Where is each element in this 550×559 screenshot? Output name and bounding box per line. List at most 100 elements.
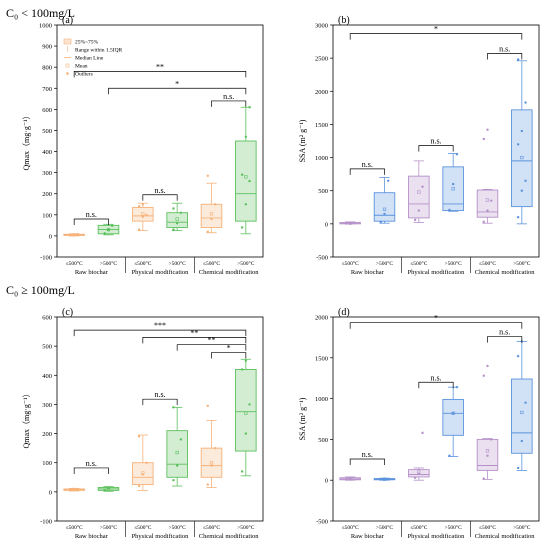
data-point	[520, 129, 524, 133]
data-point	[210, 217, 213, 221]
data-point	[383, 212, 386, 216]
data-point	[141, 473, 145, 476]
group-label: Raw biochar	[351, 533, 385, 540]
box-2	[97, 223, 120, 236]
box-5	[476, 128, 499, 224]
significance-label: *	[434, 25, 438, 34]
data-point	[345, 222, 348, 225]
data-point	[175, 464, 179, 467]
box-iqr	[442, 166, 464, 212]
plot-frame	[56, 316, 264, 522]
bracket-line	[211, 100, 247, 107]
data-point	[486, 128, 489, 131]
mean-marker	[520, 410, 524, 415]
bracket-line	[108, 87, 247, 95]
group-label: Chemical modification	[199, 269, 259, 276]
data-point	[107, 486, 110, 489]
data-point	[240, 173, 244, 176]
category-label: >500°C	[376, 524, 394, 531]
data-point	[240, 368, 244, 371]
category-label: ≤500°C	[134, 524, 151, 531]
y-tick-label: 500	[42, 128, 52, 135]
legend-label: Outliers	[75, 72, 93, 78]
data-point	[240, 226, 244, 229]
data-point	[482, 477, 485, 480]
data-point	[516, 58, 520, 61]
significance-bracket: *	[108, 79, 247, 95]
legend-label: Mean	[75, 64, 88, 70]
bracket-line	[176, 344, 247, 351]
mean-marker	[175, 450, 179, 455]
data-point	[179, 438, 183, 441]
data-point	[72, 487, 76, 491]
data-point	[175, 222, 179, 225]
panel-1: -100 0 100 200 300 400 500 600 700 800 900 1000 (a) Q…	[22, 15, 264, 276]
y-tick-label: -100	[40, 519, 52, 526]
y-tick-label: 600	[42, 107, 52, 114]
significance-label: n.s.	[362, 450, 373, 459]
box-iqr	[235, 140, 257, 222]
data-point	[413, 476, 417, 479]
data-point	[524, 101, 527, 104]
group-label: Chemical modification	[199, 533, 259, 540]
y-tick-label: 0	[49, 233, 52, 240]
significance-label: *	[227, 344, 231, 353]
panel-4: -500 0 500 1000 1500 2000 (d) SSA (m² g⁻¹) ≤500°…	[298, 307, 540, 540]
data-point	[248, 106, 251, 109]
data-point	[137, 228, 141, 231]
data-point	[520, 439, 524, 443]
group-label: Raw biochar	[75, 533, 109, 540]
significance-label: **	[190, 328, 198, 337]
y-tick-label: -500	[316, 519, 328, 526]
significance-label: n.s.	[154, 186, 165, 195]
significance-label: ***	[154, 321, 166, 330]
bracket-line	[418, 381, 454, 389]
data-point	[172, 406, 175, 409]
data-point	[482, 137, 485, 141]
mean-marker	[244, 411, 248, 415]
significance-label: n.s.	[499, 328, 510, 337]
y-tick-label: 900	[42, 44, 52, 51]
y-axis-label: SSA (m² g⁻¹)	[298, 119, 307, 162]
data-point	[421, 185, 424, 188]
significance-label: n.s.	[499, 45, 510, 54]
significance-bracket: n.s.	[73, 210, 109, 226]
bracket-line	[73, 218, 109, 226]
data-point	[69, 488, 72, 492]
mean-marker	[485, 198, 490, 202]
data-point	[379, 220, 382, 224]
significance-bracket: n.s.	[73, 459, 109, 474]
category-label: ≤500°C	[342, 260, 359, 267]
significance-bracket: n.s.	[487, 328, 523, 343]
bracket-line	[349, 458, 385, 465]
significance-label: n.s.	[430, 137, 441, 146]
data-point	[111, 224, 114, 227]
data-point	[172, 228, 175, 231]
box-iqr	[235, 369, 257, 452]
group-label: Physical modification	[408, 533, 466, 540]
y-tick-label: 500	[318, 188, 328, 195]
category-label: >500°C	[237, 524, 255, 531]
box-1	[339, 221, 361, 225]
significance-label: **	[156, 62, 164, 71]
data-point	[482, 220, 485, 224]
box-2	[373, 477, 396, 481]
box-3	[132, 202, 154, 232]
panel-label: (b)	[338, 15, 350, 26]
data-point	[206, 174, 209, 177]
data-point	[206, 404, 209, 408]
significance-bracket: n.s.	[142, 390, 178, 406]
data-point	[179, 211, 183, 214]
data-point	[448, 208, 451, 212]
data-point	[516, 466, 520, 470]
mean-marker	[244, 175, 248, 179]
data-point	[214, 446, 217, 450]
data-point	[141, 215, 145, 219]
legend-swatch-outlier	[66, 72, 69, 75]
box-iqr	[200, 203, 223, 228]
y-tick-label: 300	[42, 402, 52, 409]
box-iqr	[511, 378, 533, 454]
data-point	[482, 374, 485, 377]
significance-bracket: n.s.	[349, 450, 385, 465]
data-point	[486, 209, 489, 212]
